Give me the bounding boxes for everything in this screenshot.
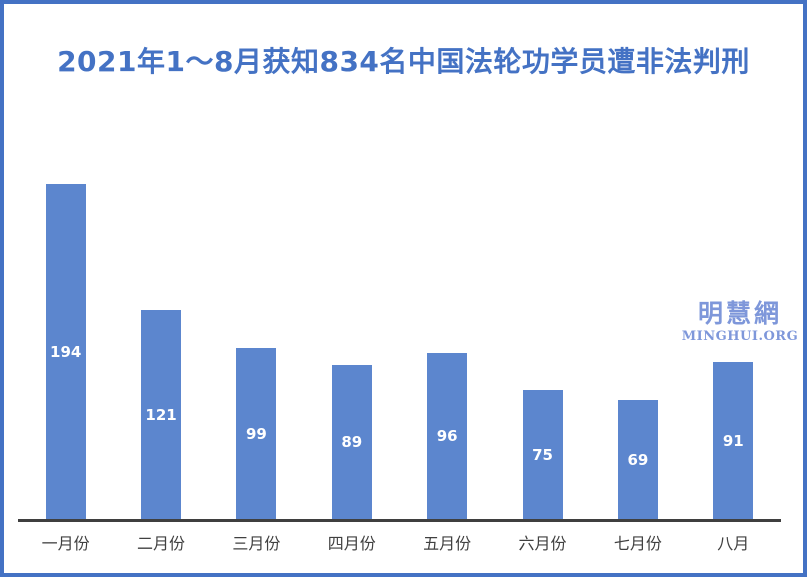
- bar-value-label: 69: [627, 450, 649, 469]
- bar-value-label: 96: [436, 427, 458, 445]
- bar-七月份: 69: [617, 400, 658, 519]
- bar-三月份: 99: [236, 348, 277, 519]
- bar-一月份: 194: [45, 184, 86, 519]
- bar-四月份: 89: [331, 365, 372, 519]
- bar-六月份: 75: [522, 390, 563, 519]
- x-axis-label-一月份: 一月份: [41, 534, 90, 553]
- bar-value-label: 194: [50, 342, 82, 361]
- bar-value-label: 75: [532, 445, 553, 464]
- bar-value-label: 99: [246, 424, 267, 443]
- watermark: 明慧網 MINGHUI.ORG: [675, 301, 805, 343]
- x-axis-label-四月份: 四月份: [327, 534, 376, 553]
- watermark-url: MINGHUI.ORG: [681, 329, 799, 344]
- x-axis-label-七月份: 七月份: [613, 534, 662, 553]
- plot-area: 194 一月份 121 二月份 99 三月份 89 四月份 96 五月份 75 六月份 69 七月份 91 八…: [18, 4, 781, 581]
- x-axis-label-八月: 八月: [717, 534, 750, 553]
- bar-value-label: 121: [145, 405, 177, 424]
- x-axis-label-三月份: 三月份: [232, 534, 281, 553]
- watermark-chinese: 明慧網: [697, 299, 782, 328]
- bar-二月份: 121: [141, 310, 182, 519]
- bar-value-label: 89: [341, 433, 363, 451]
- bar-五月份: 96: [427, 353, 468, 519]
- x-axis-label-五月份: 五月份: [423, 534, 472, 553]
- x-axis-line: [18, 519, 781, 522]
- x-axis-label-六月份: 六月份: [518, 534, 567, 553]
- x-axis-label-二月份: 二月份: [137, 534, 186, 553]
- bar-value-label: 91: [722, 431, 744, 450]
- bar-八月: 91: [713, 362, 754, 519]
- chart-title: 2021年1～8月获知834名中国法轮功学员遭非法判刑: [57, 45, 750, 78]
